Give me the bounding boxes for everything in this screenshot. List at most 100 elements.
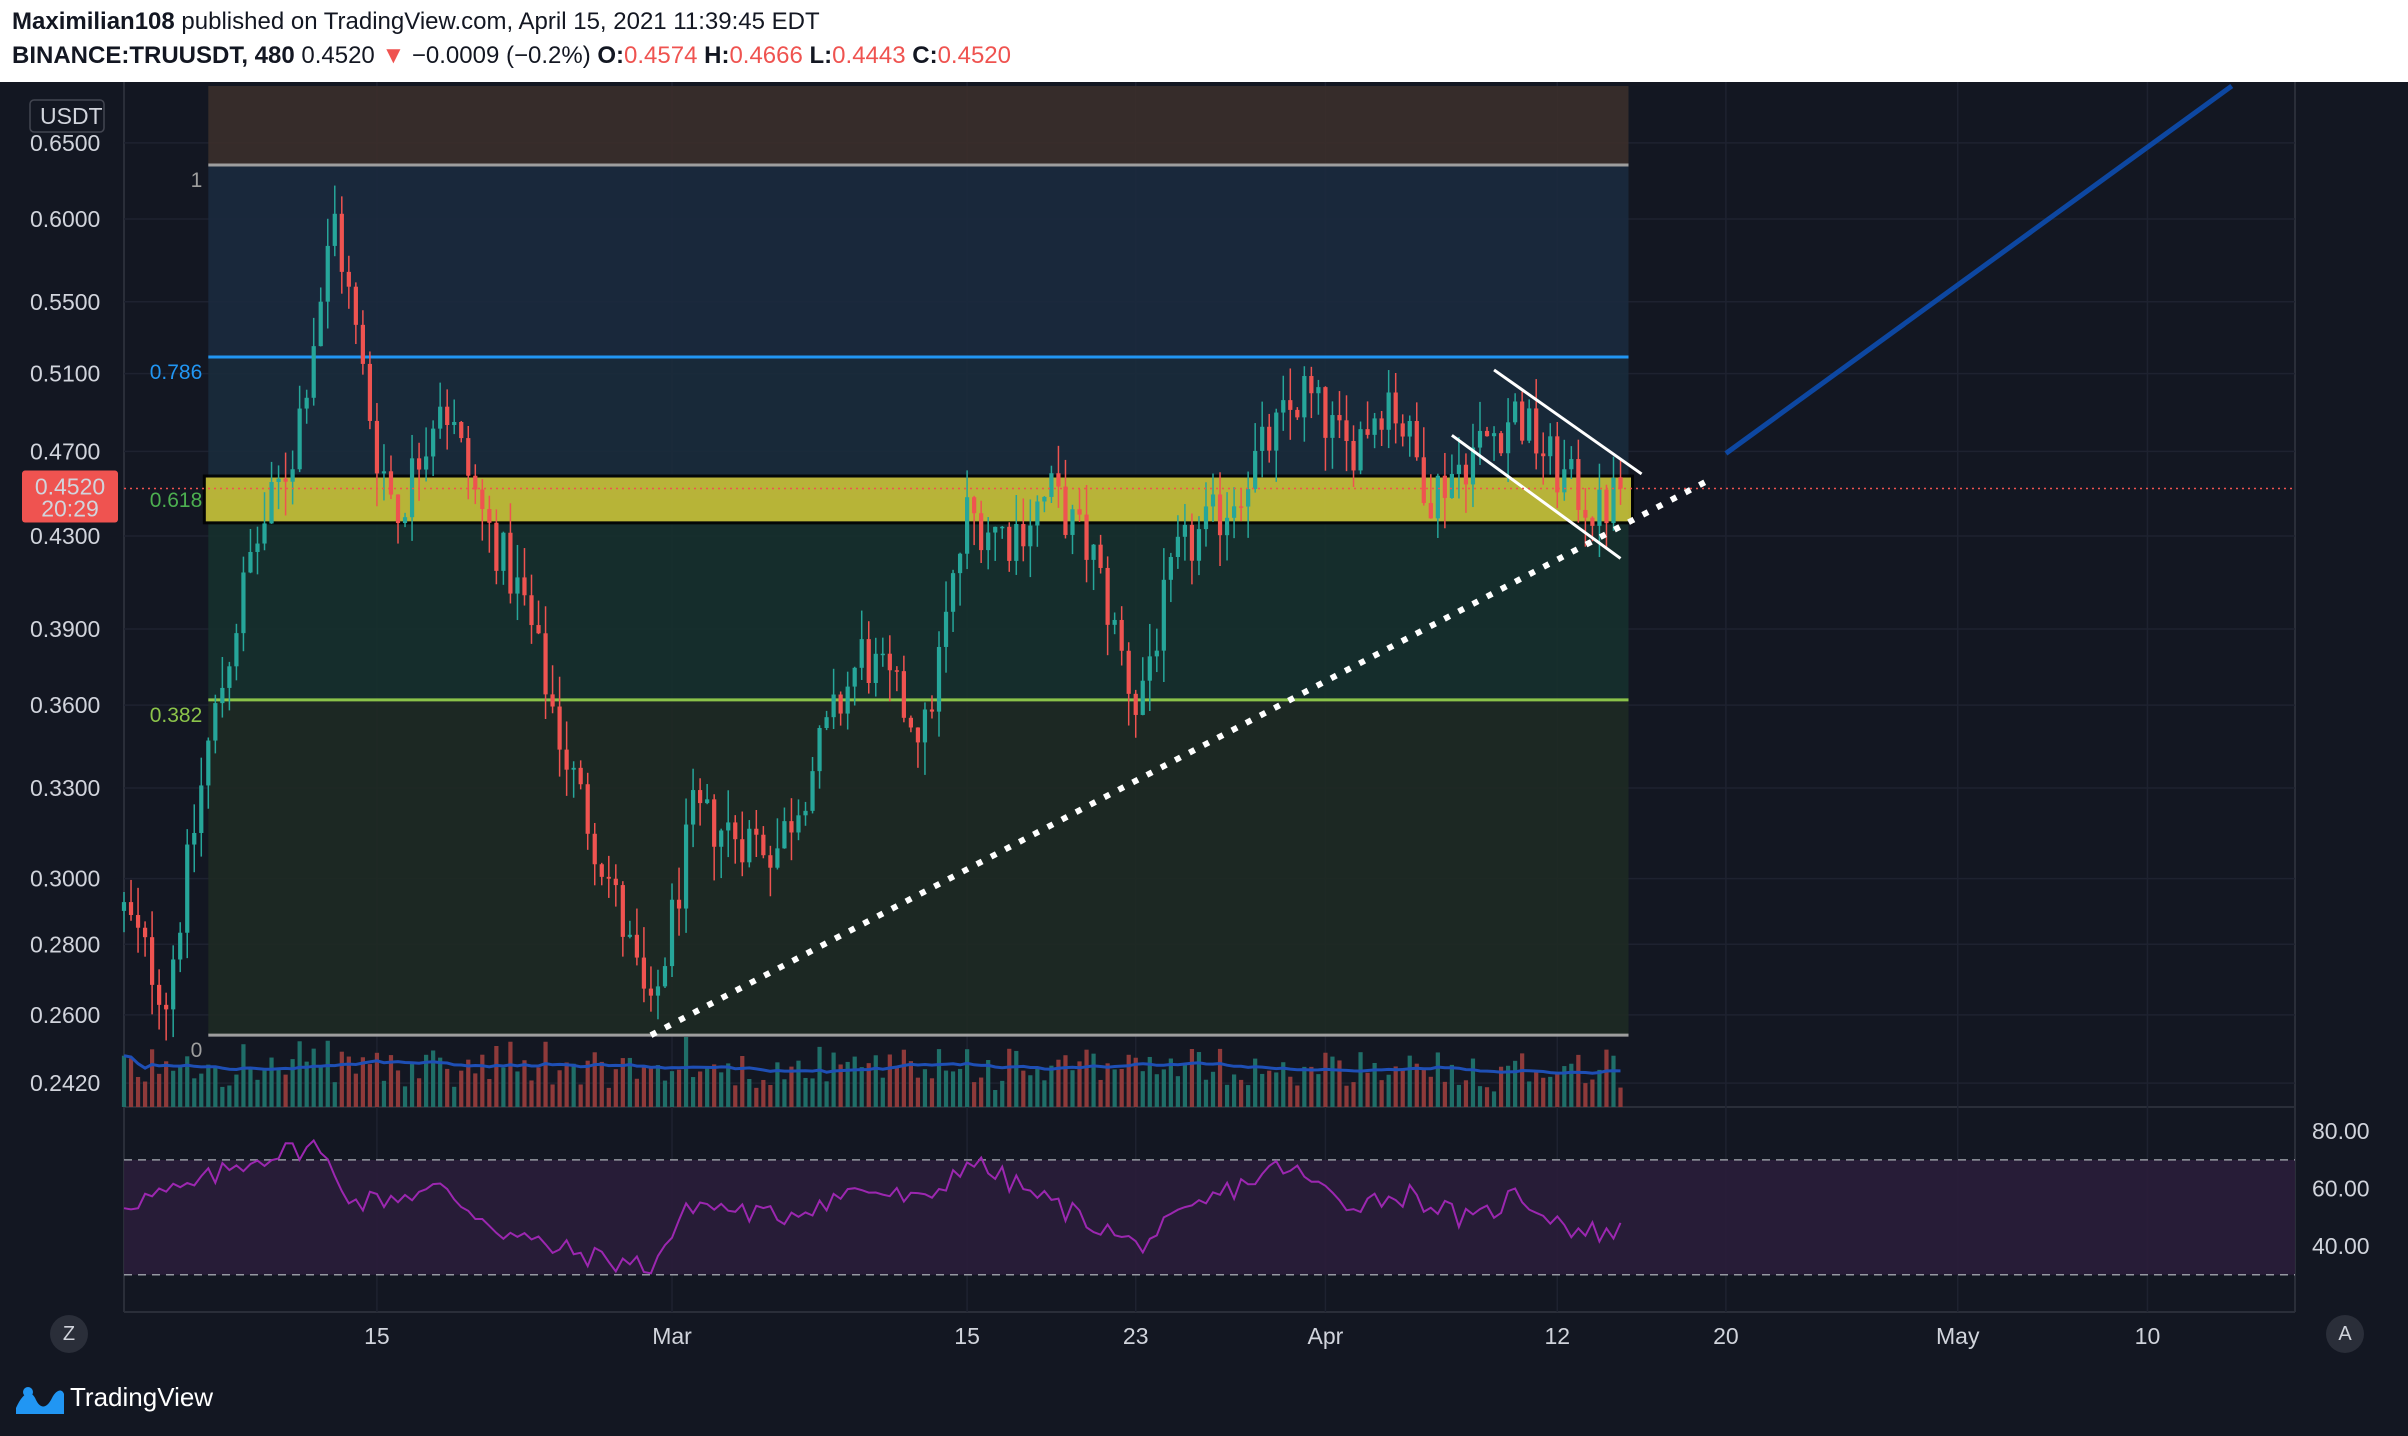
log-scale-button[interactable]: Z xyxy=(50,1315,88,1353)
volume-bar xyxy=(915,1077,921,1107)
candle-body xyxy=(768,855,773,868)
candle-body xyxy=(381,471,387,474)
candle-body xyxy=(1393,392,1398,424)
falling-wedge-lower-line[interactable] xyxy=(1451,434,1622,560)
candle-body xyxy=(1569,459,1574,470)
falling-wedge-upper-line[interactable] xyxy=(1493,368,1643,476)
volume-bar xyxy=(894,1067,899,1107)
fib-retracement-levels[interactable]: 1 0.786 0.382 0 0.618 xyxy=(150,163,1635,1062)
volume-bar xyxy=(964,1049,970,1107)
axes[interactable]: 0.6500 0.6000 0.5500 0.5100 0.4700 0.4300 0.39… xyxy=(22,99,2160,1349)
candle-body xyxy=(775,848,780,868)
volume-bar xyxy=(719,1072,724,1107)
candle-body xyxy=(416,458,422,470)
price-tick-label: 0.6000 xyxy=(30,206,100,232)
candle-body xyxy=(360,324,365,364)
candle-body xyxy=(487,509,492,523)
candle-body xyxy=(1007,526,1012,561)
volume-bar xyxy=(1498,1066,1504,1107)
close-value: 0.4520 xyxy=(937,42,1011,69)
volume-bar xyxy=(149,1049,155,1107)
candle-body xyxy=(1470,447,1476,485)
ascending-trendline[interactable] xyxy=(649,479,1707,1038)
candle-body xyxy=(634,934,639,958)
volume-bar xyxy=(676,1069,682,1107)
volume-bar xyxy=(431,1050,436,1107)
candle-body xyxy=(1056,473,1061,487)
volume-bar xyxy=(508,1041,513,1107)
candle-body xyxy=(1414,420,1419,458)
volume-bar xyxy=(810,1078,815,1107)
volume-bar xyxy=(859,1067,864,1107)
candle-body xyxy=(571,767,576,770)
volume-bar xyxy=(1351,1082,1356,1107)
projection-line[interactable] xyxy=(1724,83,2234,456)
candle-body xyxy=(1168,557,1173,580)
volume-bar xyxy=(1246,1085,1251,1107)
volume-bar xyxy=(1491,1091,1497,1107)
volume-bar xyxy=(1239,1079,1244,1107)
candle-body xyxy=(494,522,499,571)
volume-bar xyxy=(1154,1074,1159,1107)
volume-bar xyxy=(1597,1069,1602,1107)
candle-body xyxy=(290,469,295,482)
volume-bar xyxy=(993,1090,998,1107)
volume-bar xyxy=(1217,1048,1223,1107)
candle-body xyxy=(1407,420,1412,437)
fib-0618-zone[interactable] xyxy=(202,474,1635,525)
candle-body xyxy=(979,513,984,551)
publish-info: Maximilian108 published on TradingView.c… xyxy=(12,8,820,36)
chart-svg[interactable]: 1 0.786 0.382 0 0.618 80.00 60.00 40.00 0.6500… xyxy=(0,82,2408,1362)
volume-bar xyxy=(1224,1084,1230,1107)
candle-body xyxy=(1337,415,1342,421)
volume-bar xyxy=(887,1054,892,1107)
drawings[interactable] xyxy=(124,83,2295,1038)
volume-bar xyxy=(1126,1054,1131,1107)
volume-bar xyxy=(817,1046,822,1107)
candle-body xyxy=(929,709,935,712)
volume-bar xyxy=(227,1085,232,1107)
volume-bar xyxy=(171,1070,176,1107)
chart-area[interactable]: 1 0.786 0.382 0 0.618 80.00 60.00 40.00 0.6500… xyxy=(0,82,2408,1362)
price-tick-label: 0.3900 xyxy=(30,616,100,642)
candle-body xyxy=(789,821,794,833)
candle-body xyxy=(135,915,141,928)
candle-body xyxy=(1246,489,1251,507)
candle-body xyxy=(620,885,625,937)
volume-bar xyxy=(1576,1054,1581,1107)
tradingview-logo-icon[interactable] xyxy=(14,1380,66,1416)
volume-bar xyxy=(564,1062,569,1107)
volume-bar xyxy=(873,1055,878,1107)
volume-bar xyxy=(592,1052,597,1107)
rsi-pane[interactable]: 80.00 60.00 40.00 xyxy=(123,1118,2370,1276)
auto-scale-button[interactable]: A xyxy=(2326,1315,2364,1353)
volume-bar xyxy=(1168,1058,1173,1107)
candle-body xyxy=(950,573,956,612)
candle-body xyxy=(592,833,597,865)
volume-bar xyxy=(1428,1076,1433,1107)
fib-level-0-label: 0 xyxy=(191,1039,203,1062)
candle-body xyxy=(641,957,647,989)
publisher-name[interactable]: Maximilian108 xyxy=(12,8,175,35)
candle-body xyxy=(880,653,885,656)
candle-body xyxy=(1323,387,1328,438)
fib-zone-fill xyxy=(208,499,1629,700)
rsi-tick-label: 80.00 xyxy=(2312,1118,2370,1144)
candle-body xyxy=(128,902,134,916)
candle-body xyxy=(972,497,977,514)
volume-bar xyxy=(1442,1081,1447,1107)
candle-body xyxy=(1562,469,1567,493)
time-tick-label: May xyxy=(1936,1323,1980,1349)
candle-body xyxy=(409,458,415,518)
current-price-badge[interactable] xyxy=(22,470,118,523)
volume-bar xyxy=(178,1066,183,1107)
currency-box[interactable] xyxy=(29,99,105,133)
candle-body xyxy=(1091,544,1096,560)
volume-bar xyxy=(1161,1069,1166,1107)
candle-body xyxy=(993,526,998,533)
volume-bar xyxy=(1513,1060,1518,1107)
candle-body xyxy=(782,821,787,849)
candle-body xyxy=(325,245,330,302)
candle-body xyxy=(662,966,668,987)
candle-body xyxy=(1548,436,1553,457)
